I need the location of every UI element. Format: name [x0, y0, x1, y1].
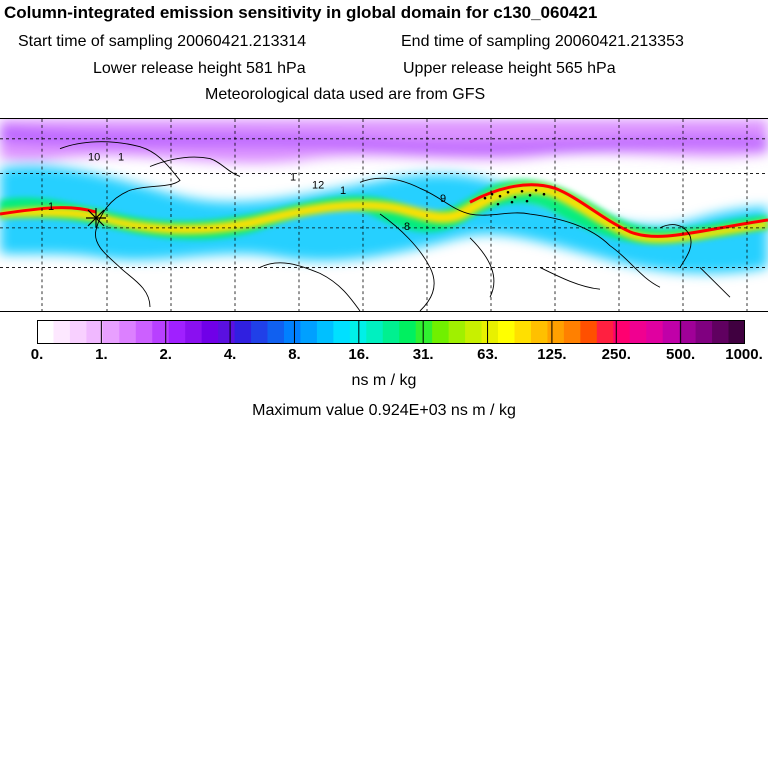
- scattered-points: [483, 188, 546, 206]
- colorbar-tick-label: 125.: [537, 346, 567, 363]
- colorbar-cell: [168, 320, 186, 344]
- chart-title: Column-integrated emission sensitivity i…: [4, 3, 598, 22]
- colorbar-cell: [300, 320, 318, 344]
- colorbar-tick-label: 0.: [30, 346, 44, 363]
- contour-label: 9: [440, 193, 446, 205]
- start-time-label: Start time of sampling 20060421.213314: [18, 33, 307, 50]
- colorbar-cell: [695, 320, 713, 344]
- colorbar-cell: [679, 320, 697, 344]
- release-location-marker: [86, 208, 106, 228]
- colorbar-cell: [102, 320, 120, 344]
- colorbar-tick-label: 2.: [159, 346, 172, 363]
- maximum-value-label: Maximum value 0.924E+03 ns m / kg: [252, 402, 516, 419]
- colorbar-cell: [563, 320, 581, 344]
- colorbar-cell: [415, 320, 433, 344]
- colorbar-cell: [119, 320, 137, 344]
- colorbar-tick-label: 16.: [348, 346, 370, 363]
- colorbar-tick-label: 250.: [601, 346, 631, 363]
- colorbar-tick-label: 500.: [666, 346, 696, 363]
- colorbar-cell: [530, 320, 549, 344]
- colorbar-cell: [629, 320, 647, 344]
- lower-release-height-label: Lower release height 581 hPa: [93, 60, 306, 77]
- contour-label: 8: [404, 221, 410, 233]
- upper-release-height-label: Upper release height 565 hPa: [403, 60, 616, 77]
- colorbar-units: ns m / kg: [351, 372, 417, 389]
- colorbar-cell: [152, 320, 170, 344]
- colorbar-cell: [399, 320, 417, 344]
- contour-label: 1: [340, 185, 346, 197]
- contour-label: 12: [312, 179, 324, 191]
- colorbar-cell: [481, 320, 499, 344]
- colorbar-cell: [448, 320, 466, 344]
- colorbar-cell: [53, 320, 71, 344]
- colorbar-tick-label: 1000.: [725, 346, 763, 363]
- colorbar-cell: [366, 320, 384, 344]
- colorbar-cell: [662, 320, 680, 344]
- color-scale-bar: [37, 320, 745, 344]
- contour-label: 1: [290, 171, 296, 183]
- colorbar-cell: [498, 320, 516, 344]
- colorbar-cell: [547, 320, 565, 344]
- colorbar-cell: [316, 320, 334, 344]
- meteorological-data-label: Meteorological data used are from GFS: [205, 86, 486, 103]
- colorbar-tick-label: 8.: [288, 346, 301, 363]
- colorbar-cell: [234, 320, 252, 344]
- colorbar-cell: [728, 320, 745, 344]
- contour-label: 10: [88, 152, 100, 164]
- colorbar-tick-label: 63.: [477, 346, 498, 363]
- colorbar-cell: [86, 320, 104, 344]
- colorbar-cell: [37, 320, 55, 344]
- sensitivity-map: 1 1 10 1 12 1 9 8: [0, 118, 768, 312]
- colorbar-cell: [514, 320, 532, 344]
- contour-label: 1: [48, 201, 54, 213]
- colorbar-cell: [135, 320, 153, 344]
- colorbar-cell: [465, 320, 483, 344]
- colorbar-cell: [251, 320, 269, 344]
- graticule: [0, 119, 768, 311]
- colorbar-cell: [283, 320, 302, 344]
- colorbar-cell: [382, 320, 400, 344]
- colorbar-cell: [201, 320, 219, 344]
- colorbar-tick-label: 31.: [412, 346, 434, 363]
- colorbar-cell: [185, 320, 203, 344]
- coastlines: [59, 141, 731, 311]
- contour-label: 1: [118, 152, 124, 164]
- colorbar-cell: [580, 320, 598, 344]
- colorbar-tick-label: 1.: [95, 346, 108, 363]
- colorbar-cell: [432, 320, 450, 344]
- colorbar-cell: [218, 320, 236, 344]
- colorbar-cell: [267, 320, 285, 344]
- colorbar-tick-label: 4.: [223, 346, 237, 363]
- colorbar-cell: [596, 320, 614, 344]
- colorbar-cell: [646, 320, 664, 344]
- colorbar-cell: [69, 320, 87, 344]
- colorbar-cell: [712, 320, 730, 344]
- end-time-label: End time of sampling 20060421.213353: [401, 33, 684, 50]
- colorbar-cell: [613, 320, 631, 344]
- colorbar-cell: [333, 320, 351, 344]
- northern-haze-band: [0, 119, 768, 164]
